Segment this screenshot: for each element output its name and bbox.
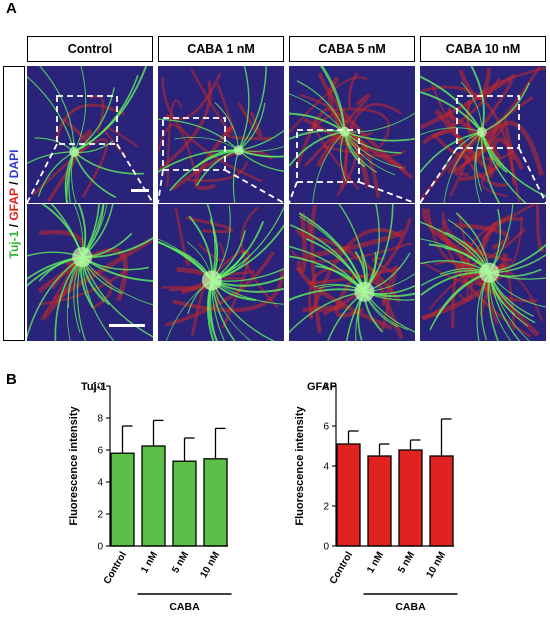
column-header-caba-10nm: CABA 10 nM xyxy=(420,36,546,62)
micrograph-tile xyxy=(289,66,415,203)
zoom-connector-line xyxy=(27,143,58,203)
y-tick-label: 10 xyxy=(92,382,104,393)
bar xyxy=(203,458,228,547)
micrograph-tile xyxy=(420,204,546,341)
stain-legend-text: Tuj-1 / GFAP / DAPI xyxy=(7,149,21,258)
zoom-inset-box xyxy=(456,95,520,149)
bar-charts: 0 2 4 6 8 10 Fluorescence intensity Tuj-1 Contro… xyxy=(68,381,458,613)
column-header-caba-5nm: CABA 5 nM xyxy=(289,36,415,62)
zoom-connector-line xyxy=(289,181,298,203)
bar xyxy=(429,455,454,547)
scale-bar xyxy=(131,189,149,192)
chart-title: Tuj-1 xyxy=(81,381,106,393)
x-tick-label: 10 nM xyxy=(198,550,222,580)
y-tick-label: 8 xyxy=(323,382,329,393)
stain-legend-part: GFAP xyxy=(7,187,21,221)
zoom-inset-box xyxy=(296,129,360,183)
x-tick-label: Control xyxy=(102,550,129,586)
stain-row-label: Tuj-1 / GFAP / DAPI xyxy=(3,66,25,341)
x-tick-label: 1 nM xyxy=(139,550,160,575)
micrograph-tile xyxy=(27,204,153,341)
bar xyxy=(336,443,361,547)
bar xyxy=(367,455,392,547)
stain-legend-part: Tuj-1 xyxy=(7,230,21,258)
zoom-connector-line xyxy=(116,143,153,203)
y-tick-label: 4 xyxy=(323,462,329,473)
bar xyxy=(172,460,197,547)
micrograph-tile xyxy=(158,66,284,203)
x-tick-label: 1 nM xyxy=(365,550,386,575)
micrograph-tile xyxy=(289,204,415,341)
chart-title: GFAP xyxy=(307,381,337,393)
scale-bar xyxy=(109,324,145,327)
y-axis-label: Fluorescence intensity xyxy=(294,406,306,526)
group-label: CABA xyxy=(169,601,200,613)
panel-b-letter: B xyxy=(6,371,17,388)
bar xyxy=(398,449,423,547)
zoom-connector-line xyxy=(158,169,164,203)
stain-legend-part: / xyxy=(7,220,21,231)
y-axis-label: Fluorescence intensity xyxy=(68,406,80,526)
x-tick-label: 5 nM xyxy=(170,550,191,575)
y-tick-label: 2 xyxy=(97,510,103,521)
x-tick-label: 5 nM xyxy=(396,550,417,575)
bar xyxy=(141,445,166,547)
zoom-connector-line xyxy=(224,169,284,203)
micrograph-tile xyxy=(420,66,546,203)
y-tick-label: 8 xyxy=(97,414,103,425)
y-tick-label: 0 xyxy=(323,542,329,553)
zoom-connector-line xyxy=(518,147,546,203)
x-tick-label: 10 nM xyxy=(424,550,448,580)
stain-legend-part: / xyxy=(7,177,21,188)
column-header-caba-1nm: CABA 1 nM xyxy=(158,36,284,62)
y-tick-label: 2 xyxy=(323,502,329,513)
zoom-connector-line xyxy=(420,147,458,203)
y-tick-label: 6 xyxy=(97,446,103,457)
column-header-control: Control xyxy=(27,36,153,62)
zoom-inset-box xyxy=(56,95,118,145)
y-tick-label: 4 xyxy=(97,478,103,489)
micrograph-tile xyxy=(158,204,284,341)
bar xyxy=(110,452,135,547)
panel-a-letter: A xyxy=(6,0,17,17)
zoom-inset-box xyxy=(162,117,226,171)
y-tick-label: 0 xyxy=(97,542,103,553)
y-tick-label: 6 xyxy=(323,422,329,433)
micrograph-tile xyxy=(27,66,153,203)
stain-legend-part: DAPI xyxy=(7,149,21,178)
group-label: CABA xyxy=(395,601,426,613)
x-tick-label: Control xyxy=(328,550,355,586)
